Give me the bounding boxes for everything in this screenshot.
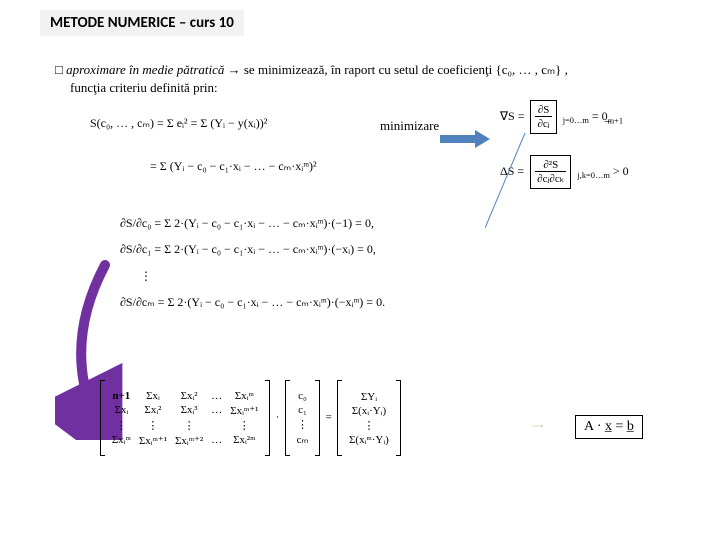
partial-derivatives: ∂S/∂c₀ = Σ 2·(Yᵢ − c₀ − c₁·xᵢ − … − cₘ·x… (120, 210, 385, 316)
partial-c1: ∂S/∂c₁ = Σ 2·(Yᵢ − c₀ − c₁·xᵢ − … − cₘ·x… (120, 236, 385, 262)
equation-s-def: S(c₀, … , cₘ) = Σ eᵢ² = Σ (Yᵢ − y(xᵢ))² (90, 115, 267, 132)
cell: n+1 (112, 390, 130, 402)
grad-eq-zero: = 0̲m+1 (592, 109, 623, 123)
grad-lhs: ∇S = (500, 109, 524, 123)
cell: Σ(xᵢᵐ·Yᵢ) (345, 433, 393, 447)
cell: Σxᵢ (108, 403, 135, 418)
cell: c₁ (293, 403, 313, 417)
cell: c₀ (293, 389, 313, 403)
cell: ⋮ (108, 418, 135, 433)
cell: Σxᵢᵐ⁺¹ (226, 403, 262, 418)
cell (207, 418, 226, 433)
cell: ⋮ (293, 417, 313, 432)
minimize-label: minimizare (380, 118, 439, 134)
matrix-equation: n+1ΣxᵢΣxᵢ²…Σxᵢᵐ ΣxᵢΣxᵢ²Σxᵢ³…Σxᵢᵐ⁺¹ ⋮⋮⋮⋮ … (100, 380, 401, 456)
cell: ⋮ (171, 418, 207, 433)
arrow-right-icon (440, 130, 490, 148)
cell: Σxᵢ²ᵐ (226, 433, 262, 448)
intro-sub: funcţia criteriu definită prin: (70, 80, 218, 96)
connector-line-icon (485, 128, 545, 238)
cell: ⋮ (135, 418, 171, 433)
cell: Σxᵢᵐ⁺² (171, 433, 207, 448)
intro-rest: se minimizează, în raport cu setul de co… (244, 62, 492, 77)
equation-s-expand: = Σ (Yᵢ − c₀ − c₁·xᵢ − … − cₘ·xᵢᵐ)² (150, 158, 317, 175)
intro-lead: aproximare în medie pătratică (66, 62, 224, 77)
cell: Σxᵢ² (171, 389, 207, 403)
intro-line: □ aproximare în medie pătratică → se min… (55, 62, 695, 78)
partial-c0: ∂S/∂c₀ = Σ 2·(Yᵢ − c₀ − c₁·xᵢ − … − cₘ·x… (120, 210, 385, 236)
cell: ⋮ (226, 418, 262, 433)
hess-sub: j,k=0…m (577, 171, 609, 180)
result-box: A · x̲ = b̲ (575, 415, 643, 439)
cell: Σ(xᵢ·Yᵢ) (345, 404, 393, 418)
intro-arrow: → (228, 62, 241, 77)
cell: … (207, 403, 226, 418)
bullet: □ (55, 62, 63, 77)
cell: Σxᵢᵐ (108, 433, 135, 448)
cell: Σxᵢ³ (171, 403, 207, 418)
cell: Σxᵢᵐ (226, 389, 262, 403)
green-arrow-icon (510, 425, 565, 427)
page-title: METODE NUMERICE – curs 10 (40, 10, 244, 36)
intro-coefs: {c₀, … , cₘ} (495, 62, 561, 77)
cell: Σxᵢ (135, 389, 171, 403)
cell: cₘ (293, 432, 313, 447)
hess-gt: > 0 (613, 164, 629, 178)
partial-cm: ∂S/∂cₘ = Σ 2·(Yᵢ − c₀ − c₁·xᵢ − … − cₘ·x… (120, 289, 385, 315)
cell: … (207, 389, 226, 403)
intro-punct: , (565, 62, 568, 77)
cell: ⋮ (345, 418, 393, 433)
cell: … (207, 433, 226, 448)
grad-sub: j=0…m (563, 116, 589, 125)
cell: Σxᵢ² (135, 403, 171, 418)
partial-dots: ⋮ (120, 263, 385, 289)
cell: ΣYᵢ (345, 390, 393, 404)
cell: Σxᵢᵐ⁺¹ (135, 433, 171, 448)
